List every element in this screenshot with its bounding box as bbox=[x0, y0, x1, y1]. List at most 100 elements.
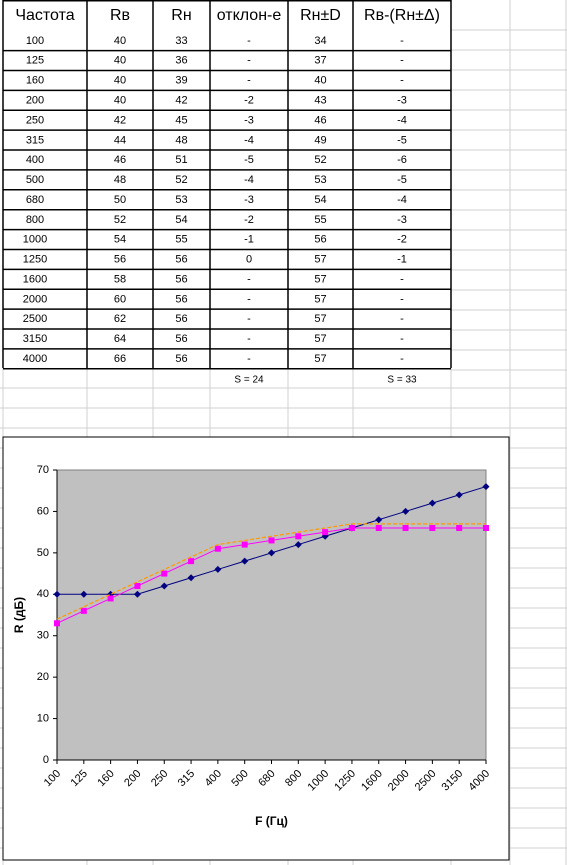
table-cell: -6 bbox=[397, 154, 407, 166]
point bbox=[187, 574, 195, 582]
y-tick-label: 60 bbox=[37, 505, 49, 517]
table-cell: - bbox=[400, 333, 404, 345]
table-cell: -4 bbox=[244, 134, 254, 146]
table-cell: 55 bbox=[314, 214, 326, 226]
table-cell: - bbox=[247, 35, 251, 47]
table-cell: 56 bbox=[175, 293, 187, 305]
table-cell: -5 bbox=[397, 174, 407, 186]
table-cell: 57 bbox=[314, 273, 326, 285]
table-cell: 51 bbox=[175, 154, 187, 166]
table-cell: 56 bbox=[175, 273, 187, 285]
table-cell: 57 bbox=[314, 313, 326, 325]
header-cell: Частота bbox=[15, 7, 74, 24]
table-cell: 800 bbox=[26, 214, 44, 226]
y-tick-label: 10 bbox=[37, 712, 49, 724]
table-cell: -2 bbox=[397, 234, 407, 246]
table-cell: 0 bbox=[246, 254, 252, 266]
table-cell: - bbox=[247, 55, 251, 67]
table-cell: 52 bbox=[175, 174, 187, 186]
point bbox=[402, 507, 410, 515]
y-tick-label: 0 bbox=[43, 754, 49, 766]
table-cell: 54 bbox=[175, 214, 187, 226]
table-cell: 36 bbox=[175, 55, 187, 67]
header-cell: Rн±D bbox=[300, 7, 341, 24]
table-cell: 37 bbox=[314, 55, 326, 67]
table-cell: 2500 bbox=[23, 313, 47, 325]
point bbox=[429, 525, 436, 531]
point bbox=[214, 565, 222, 573]
table-cell: - bbox=[247, 293, 251, 305]
table-cell: 42 bbox=[175, 94, 187, 106]
table-cell: 40 bbox=[114, 94, 126, 106]
point bbox=[107, 595, 114, 602]
table-cell: - bbox=[247, 75, 251, 87]
y-tick-label: 30 bbox=[37, 630, 49, 642]
table-cell: 55 bbox=[175, 234, 187, 246]
table-cell: 53 bbox=[314, 174, 326, 186]
point bbox=[348, 525, 355, 531]
table-cell: 125 bbox=[26, 55, 44, 67]
table-cell: 50 bbox=[114, 194, 126, 206]
point bbox=[53, 590, 61, 598]
point bbox=[402, 525, 409, 531]
table-cell: 48 bbox=[175, 134, 187, 146]
point bbox=[268, 549, 275, 557]
point bbox=[160, 582, 168, 590]
point bbox=[54, 620, 60, 627]
table-cell: 44 bbox=[114, 134, 126, 146]
table-cell: 680 bbox=[26, 194, 44, 206]
table-cell: 56 bbox=[114, 254, 126, 266]
table-cell: - bbox=[247, 273, 251, 285]
table-cell: 57 bbox=[314, 353, 326, 365]
table-cell: - bbox=[400, 313, 404, 325]
point bbox=[80, 607, 87, 614]
table-cell: -1 bbox=[397, 254, 407, 266]
table-cell: 1000 bbox=[23, 234, 47, 246]
table-cell: 4000 bbox=[23, 353, 47, 365]
table-cell: 400 bbox=[26, 154, 44, 166]
point bbox=[134, 583, 141, 589]
header-cell: Rн bbox=[171, 7, 191, 24]
point bbox=[241, 557, 249, 565]
sum-cell: S = 24 bbox=[234, 375, 264, 386]
series-line bbox=[56, 523, 486, 620]
table-cell: 40 bbox=[314, 75, 326, 87]
table-cell: 48 bbox=[114, 174, 126, 186]
y-tick-label: 20 bbox=[37, 671, 49, 683]
table-cell: 58 bbox=[114, 273, 126, 285]
sum-cell: S = 33 bbox=[387, 375, 417, 386]
table-cell: -4 bbox=[397, 114, 407, 126]
table-cell: -3 bbox=[244, 114, 254, 126]
table-cell: 34 bbox=[314, 35, 326, 47]
table-cell: 40 bbox=[114, 55, 126, 67]
table-cell: 52 bbox=[114, 214, 126, 226]
table-cell: -2 bbox=[244, 94, 254, 106]
x-axis-label: F (Гц) bbox=[255, 814, 288, 828]
point bbox=[295, 533, 302, 540]
table-cell: -5 bbox=[244, 154, 254, 166]
table-cell: - bbox=[400, 55, 404, 67]
point bbox=[428, 499, 436, 507]
table-cell: 49 bbox=[314, 134, 326, 146]
table-cell: 57 bbox=[314, 254, 326, 266]
table-cell: 53 bbox=[175, 194, 187, 206]
table-cell: 160 bbox=[26, 75, 44, 87]
y-tick-label: 40 bbox=[37, 588, 49, 600]
table-cell: 250 bbox=[26, 114, 44, 126]
table-cell: 56 bbox=[175, 313, 187, 325]
table-cell: -3 bbox=[397, 94, 407, 106]
table-cell: 1600 bbox=[23, 273, 47, 285]
point bbox=[214, 545, 221, 552]
table-cell: 56 bbox=[314, 234, 326, 246]
table-cell: - bbox=[400, 35, 404, 47]
point bbox=[268, 537, 275, 544]
point bbox=[80, 590, 88, 598]
y-tick-label: 70 bbox=[37, 464, 49, 476]
table-cell: 54 bbox=[114, 234, 126, 246]
table-cell: -4 bbox=[397, 194, 407, 206]
table-cell: -3 bbox=[397, 214, 407, 226]
point bbox=[294, 541, 302, 549]
table-cell: 33 bbox=[175, 35, 187, 47]
table-cell: - bbox=[247, 333, 251, 345]
